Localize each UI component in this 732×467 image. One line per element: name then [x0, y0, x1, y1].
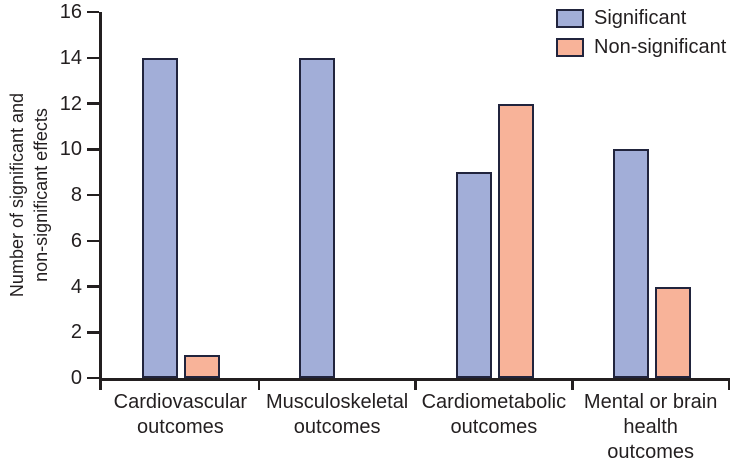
y-axis-tick-label-0: 0: [70, 367, 82, 389]
x-category-label-line: outcomes: [607, 441, 694, 463]
x-category-label-cardiometabolic-outcomes: Cardiometabolic outcomes: [414, 390, 574, 440]
y-axis-tick-label-14: 14: [59, 46, 82, 69]
x-category-label-line: outcomes: [450, 416, 538, 438]
x-category-label-line: Cardiovascular: [113, 391, 248, 413]
legend: Significant Non-significant: [556, 6, 726, 64]
y-axis-tick-6: [87, 239, 99, 242]
x-category-label-line: outcomes: [293, 416, 381, 438]
y-axis-tick-4: [87, 285, 99, 288]
bar-mental-or-brain-health-outcomes-non-significant: [654, 286, 691, 378]
y-axis-tick-label-16: 16: [59, 1, 82, 23]
y-axis-tick-label-12: 12: [59, 92, 82, 115]
legend-label-significant: Significant: [594, 7, 687, 29]
x-axis-tick-3: [571, 378, 574, 390]
x-category-label-line: health: [623, 416, 678, 438]
x-category-label-line: Cardiometabolic: [421, 391, 567, 413]
y-axis-tick-8: [87, 193, 99, 197]
legend-swatch-significant: [556, 8, 584, 28]
y-axis-tick-label-6: 6: [70, 229, 82, 252]
x-axis-tick-2: [414, 378, 417, 390]
legend-swatch-non-significant: [556, 37, 584, 57]
x-category-label-musculoskeletal-outcomes: Musculoskeletal outcomes: [257, 390, 417, 440]
x-category-label-mental-or-brain-health-outcomes: Mental or brain health outcomes: [571, 390, 731, 465]
x-axis-tick-4: [727, 378, 731, 390]
x-category-label-line: Musculoskeletal: [265, 391, 409, 413]
bar-cardiometabolic-outcomes-non-significant: [497, 103, 534, 378]
y-axis-tick-16: [87, 10, 99, 14]
y-axis-tick-label-2: 2: [70, 321, 82, 344]
bar-mental-or-brain-health-outcomes-significant: [612, 149, 649, 378]
x-axis-tick-1: [257, 378, 260, 390]
y-axis-tick-14: [87, 56, 99, 59]
y-axis-title-line-1: Number of significant and: [7, 92, 27, 298]
y-axis-tick-label-8: 8: [70, 184, 82, 206]
y-axis-tick-12: [87, 102, 99, 105]
y-axis-tick-label-10: 10: [59, 138, 82, 161]
x-category-label-cardiovascular-outcomes: Cardiovascular outcomes: [100, 390, 260, 440]
plot-area: 0 2 4 6 8 10 12 14 16 Cardiovascular outcomes Muscu…: [60, 1, 731, 463]
bar-cardiometabolic-outcomes-significant: [455, 172, 492, 378]
y-axis-tick-label-4: 4: [70, 275, 82, 298]
y-axis-tick-10: [87, 148, 99, 151]
bar-cardiovascular-outcomes-non-significant: [184, 355, 221, 378]
x-axis-tick-0: [99, 378, 102, 390]
bar-cardiovascular-outcomes-significant: [142, 57, 179, 378]
legend-label-non-significant: Non-significant: [594, 36, 727, 58]
bar-musculoskeletal-outcomes-significant: [299, 57, 336, 378]
legend-item-significant: Significant: [556, 6, 726, 30]
x-category-label-line: outcomes: [137, 416, 224, 438]
y-axis-tick-0: [87, 376, 99, 380]
legend-item-non-significant: Non-significant: [556, 35, 726, 59]
x-category-label-line: Mental or brain: [583, 391, 718, 413]
y-axis-tick-2: [87, 331, 99, 334]
